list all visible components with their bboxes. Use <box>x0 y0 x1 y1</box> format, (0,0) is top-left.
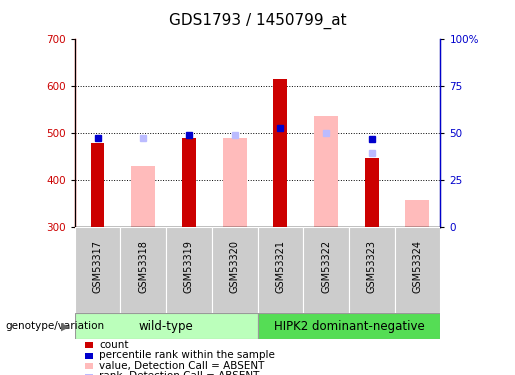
Bar <box>258 227 303 313</box>
Bar <box>405 200 430 227</box>
Text: GSM53321: GSM53321 <box>276 240 285 293</box>
Bar <box>303 227 349 313</box>
Text: GSM53322: GSM53322 <box>321 240 331 293</box>
Bar <box>273 79 287 227</box>
Text: count: count <box>99 340 129 350</box>
Text: GSM53317: GSM53317 <box>93 240 102 293</box>
Bar <box>182 138 196 227</box>
Text: GSM53323: GSM53323 <box>367 240 377 293</box>
Text: GSM53324: GSM53324 <box>413 240 422 293</box>
Bar <box>166 227 212 313</box>
Text: GSM53319: GSM53319 <box>184 240 194 292</box>
Text: genotype/variation: genotype/variation <box>5 321 104 331</box>
Bar <box>121 227 166 313</box>
Bar <box>258 313 440 339</box>
Text: ▶: ▶ <box>61 321 70 331</box>
Text: GSM53320: GSM53320 <box>230 240 239 293</box>
Bar <box>212 227 258 313</box>
Text: rank, Detection Call = ABSENT: rank, Detection Call = ABSENT <box>99 372 260 375</box>
Bar <box>75 227 121 313</box>
Text: GSM53318: GSM53318 <box>138 240 148 292</box>
Text: percentile rank within the sample: percentile rank within the sample <box>99 351 276 360</box>
Bar <box>394 227 440 313</box>
Bar <box>365 158 379 227</box>
Bar <box>349 227 394 313</box>
Bar <box>131 166 155 227</box>
Bar <box>314 116 338 227</box>
Text: HIPK2 dominant-negative: HIPK2 dominant-negative <box>273 320 424 333</box>
Text: wild-type: wild-type <box>139 320 194 333</box>
Bar <box>75 313 258 339</box>
Bar <box>222 138 247 227</box>
Text: value, Detection Call = ABSENT: value, Detection Call = ABSENT <box>99 361 265 371</box>
Bar <box>91 142 105 227</box>
Text: GDS1793 / 1450799_at: GDS1793 / 1450799_at <box>169 13 346 29</box>
